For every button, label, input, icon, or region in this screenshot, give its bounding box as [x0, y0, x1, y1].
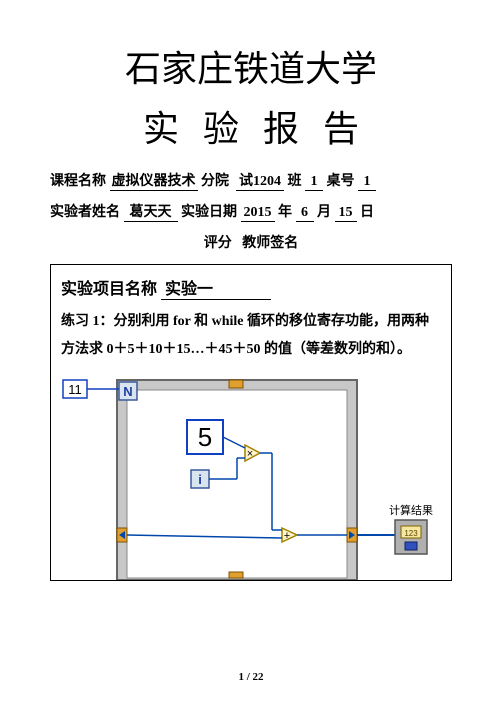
month-value: 6 — [296, 205, 314, 222]
score-line: 评分 教师签名 — [50, 232, 452, 252]
page-number: 1 / 22 — [0, 671, 502, 683]
course-label: 课程名称 — [50, 174, 106, 189]
desk-value: 1 — [358, 174, 376, 191]
exercise-text: 练习 1：分别利用 for 和 while 循环的移位寄存功能，用两种方法求 0… — [61, 308, 441, 364]
score-label: 评分 — [204, 236, 232, 251]
class-value: 1 — [305, 174, 323, 191]
course-value: 虚拟仪器技术 — [110, 170, 198, 191]
project-label: 实验项目名称 — [61, 281, 157, 298]
info-line-1: 课程名称 虚拟仪器技术 分院 试1204 班 1 桌号 1 — [50, 170, 452, 191]
year-value: 2015 — [241, 205, 275, 222]
day-unit: 日 — [360, 205, 374, 220]
svg-text:+: + — [284, 530, 290, 542]
sig-label: 教师签名 — [242, 236, 298, 251]
dept-label: 分院 — [201, 174, 229, 189]
university-title: 石家庄铁道大学 — [50, 40, 452, 92]
content-box: 实验项目名称 实验一 练习 1：分别利用 for 和 while 循环的移位寄存… — [50, 264, 452, 581]
date-label: 实验日期 — [181, 205, 237, 220]
desk-label: 桌号 — [327, 174, 355, 189]
month-unit: 月 — [317, 205, 331, 220]
name-label: 实验者姓名 — [50, 205, 120, 220]
svg-text:×: × — [247, 448, 253, 460]
day-value: 15 — [335, 205, 357, 222]
dept-value: 试1204 — [236, 170, 284, 191]
eleven: 11 — [68, 382, 82, 397]
i-label: i — [198, 472, 202, 487]
result-label: 计算结果 — [389, 503, 433, 517]
project-value: 实验一 — [161, 275, 271, 300]
five: 5 — [198, 422, 212, 452]
n-label: N — [123, 384, 132, 399]
name-value: 葛天天 — [124, 201, 178, 222]
labview-diagram: N 11 i 5 × + — [57, 370, 437, 580]
year-unit: 年 — [278, 205, 292, 220]
project-line: 实验项目名称 实验一 — [61, 275, 441, 300]
result-type: 123 — [404, 529, 418, 538]
info-line-2: 实验者姓名 葛天天 实验日期 2015 年 6 月 15 日 — [50, 201, 452, 222]
class-label: 班 — [288, 174, 302, 189]
report-title: 实验报告 — [50, 100, 452, 152]
